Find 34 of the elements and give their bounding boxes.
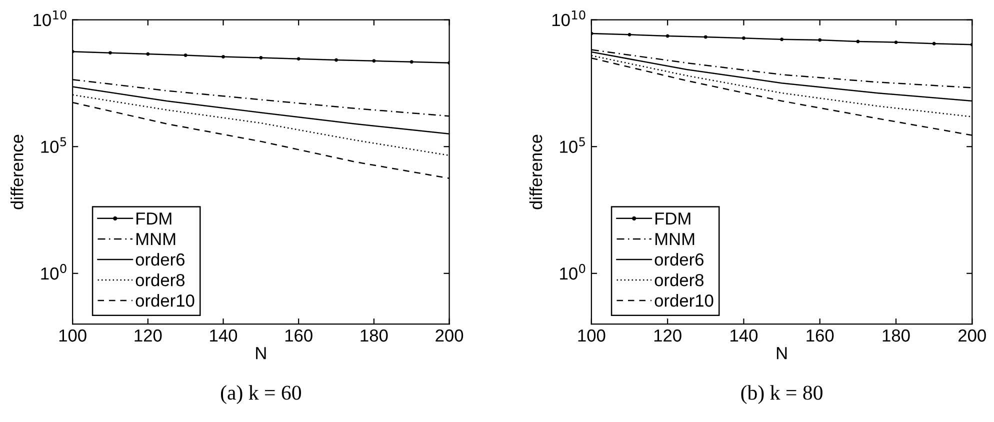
x-tick-label: 120 [654,329,682,342]
x-tick-label: 100 [578,329,606,342]
y-tick-label: 10$^{0}$ [41,264,66,280]
x-axis-title: N [256,347,266,360]
text: (a) k = 60 [220,385,302,404]
x-tick-label: 160 [285,329,312,342]
y-axis-title: difference [529,134,542,210]
y-tick-label: 10$^{5}$ [560,137,585,153]
y-tick-label: 10$^{10}$ [34,10,66,26]
legend-label: order8 [654,274,704,286]
legend-label: order8 [136,274,185,286]
legend-label: order6 [654,252,704,266]
x-tick-label: 140 [730,329,758,342]
x-tick-label: 100 [59,329,86,342]
x-axis-title: N [776,347,787,360]
x-tick-label: 160 [806,329,834,342]
text: (b) k = 80 [741,385,822,404]
x-tick-label: 200 [958,329,986,342]
y-axis-title: difference [10,134,24,210]
x-tick-label: 180 [360,329,388,342]
legend-label: MNM [655,233,694,246]
x-tick-label: 140 [210,329,238,342]
legend-label: FDM [655,212,690,225]
legend-label: MNM [136,233,176,246]
legend-label: order10 [136,294,194,307]
legend-label: order10 [654,294,714,307]
x-tick-label: 120 [134,329,162,342]
x-tick-label: 200 [436,329,464,342]
legend-label: order6 [136,252,184,266]
legend-label: FDM [136,212,172,225]
y-tick-label: 10$^{10}$ [552,10,586,26]
y-tick-label: 10$^{0}$ [560,264,586,280]
x-tick-label: 180 [882,329,910,342]
y-tick-label: 10$^{5}$ [41,137,66,153]
